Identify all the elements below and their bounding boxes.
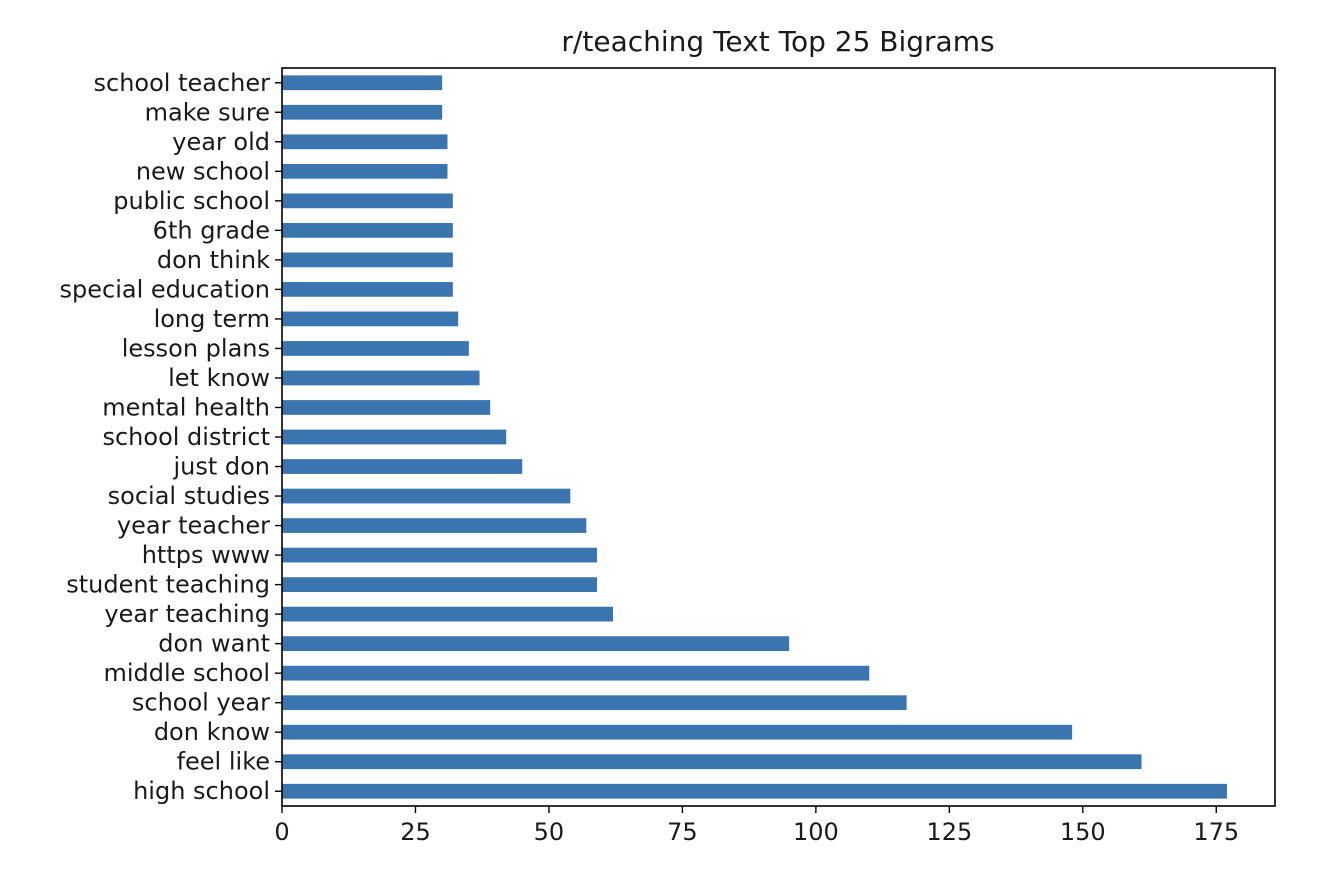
bar-year-old [282,134,448,150]
bar-mental-health [282,400,491,415]
x-tick-label-25: 25 [400,818,431,846]
y-tick-label-special-education: special education [60,275,270,303]
bar-lesson-plans [282,341,469,356]
bar-school-year [282,695,907,711]
bar-school-district [282,429,507,445]
bar-high-school [282,783,1227,799]
x-tick-label-50: 50 [534,818,565,846]
y-tick-label-year-teacher: year teacher [117,512,270,540]
bar-special-education [282,282,453,297]
y-tick-label-middle-school: middle school [103,659,270,687]
x-tick-label-150: 150 [1060,818,1106,846]
x-tick-label-100: 100 [793,818,839,846]
y-tick-label-new-school: new school [136,157,270,185]
bar-social-studies [282,488,571,504]
bar-make-sure [282,104,443,120]
y-tick-label-school-year: school year [132,689,270,717]
bar-just-don [282,459,523,474]
y-tick-label-just-don: just don [172,453,270,481]
y-tick-label-year-old: year old [172,128,270,156]
y-tick-label-school-teacher: school teacher [94,69,271,97]
bar-don-want [282,636,790,652]
x-tick-layer: 0 25 50 75 100 125 150 175 [274,806,1239,846]
y-tick-label-social-studies: social studies [108,482,270,510]
y-tick-label-school-district: school district [102,423,270,451]
bar-school-teacher [282,75,443,91]
bar-don-think [282,252,453,268]
x-tick-label-125: 125 [926,818,972,846]
y-tick-label-don-know: don know [154,718,270,746]
y-tick-label-public-school: public school [113,187,270,215]
y-tick-label-mental-health: mental health [102,393,270,421]
y-tick-label-year-teaching: year teaching [104,600,270,628]
bar-long-term [282,311,459,327]
bar-year-teaching [282,606,613,622]
bar-6th-grade [282,222,453,238]
bar-year-teacher [282,518,587,533]
y-tick-label-long-term: long term [154,305,270,333]
plot-frame [281,67,1276,807]
x-tick-label-175: 175 [1193,818,1239,846]
bar-public-school [282,193,453,209]
bar-student-teaching [282,577,597,592]
bar-feel-like [282,754,1142,770]
y-tick-label-make-sure: make sure [145,98,270,126]
bar-middle-school [282,665,870,681]
y-tick-label-don-want: don want [158,630,270,658]
y-tick-label-let-know: let know [168,364,270,392]
y-tick-label-student-teaching: student teaching [66,571,270,599]
bars-layer [282,75,1227,799]
y-tick-label-lesson-plans: lesson plans [122,334,270,362]
bar-don-know [282,724,1073,740]
y-tick-label-https-www: https www [142,541,270,569]
y-tick-label-high-school: high school [133,777,270,805]
chart-title: r/teaching Text Top 25 Bigrams [561,25,994,58]
x-tick-label-75: 75 [667,818,698,846]
bar-let-know [282,370,480,386]
y-tick-label-6th-grade: 6th grade [153,216,270,244]
y-tick-label-feel-like: feel like [177,748,270,776]
bar-new-school [282,163,448,179]
y-tick-label-don-think: don think [157,246,270,274]
x-tick-label-0: 0 [274,818,289,846]
bar-https-www [282,547,597,563]
